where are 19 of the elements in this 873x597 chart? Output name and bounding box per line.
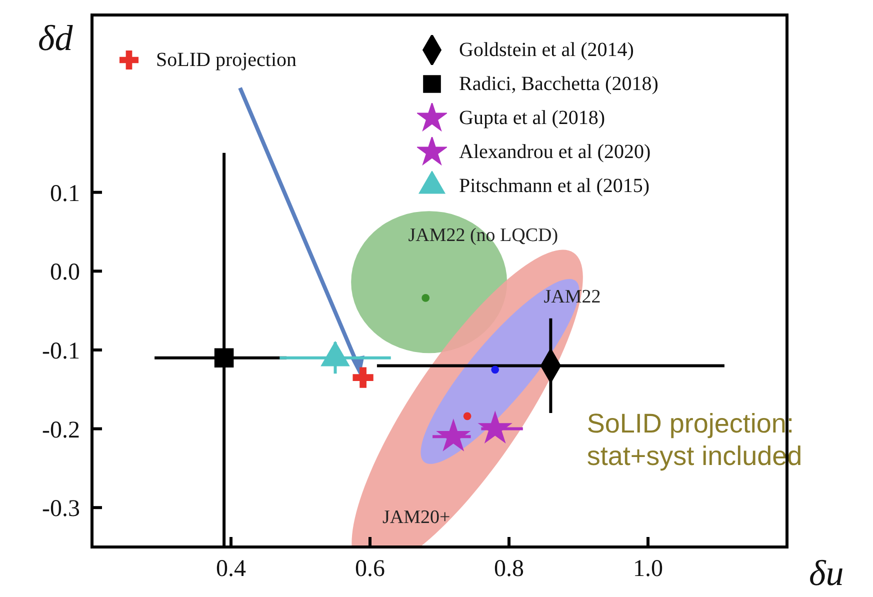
x-tick-label: 1.0 (633, 556, 663, 582)
legend-label: Pitschmann et al (2015) (459, 175, 650, 197)
legend-label: Radici, Bacchetta (2018) (459, 73, 658, 95)
y-tick-label: 0.1 (50, 180, 80, 207)
annotation: JAM22 (544, 286, 601, 308)
legend-label: Alexandrou et al (2020) (459, 141, 651, 163)
y-tick-label: -0.1 (42, 338, 80, 364)
y-tick-label: -0.2 (42, 417, 80, 444)
y-axis-title: δd (38, 18, 74, 58)
x-tick-label: 0.6 (355, 556, 385, 582)
annotation: JAM20+ (382, 507, 450, 528)
x-tick-label: 0.4 (216, 556, 246, 582)
legend-label: Goldstein et al (2014) (459, 39, 634, 61)
y-tick-label: -0.3 (42, 496, 80, 522)
legend-label: Gupta et al (2018) (459, 107, 606, 129)
legend-label: SoLID projection (156, 48, 297, 72)
x-tick-label: 0.8 (494, 556, 524, 582)
y-tick-label: 0.0 (50, 260, 80, 286)
x-axis-title: δu (809, 553, 844, 593)
